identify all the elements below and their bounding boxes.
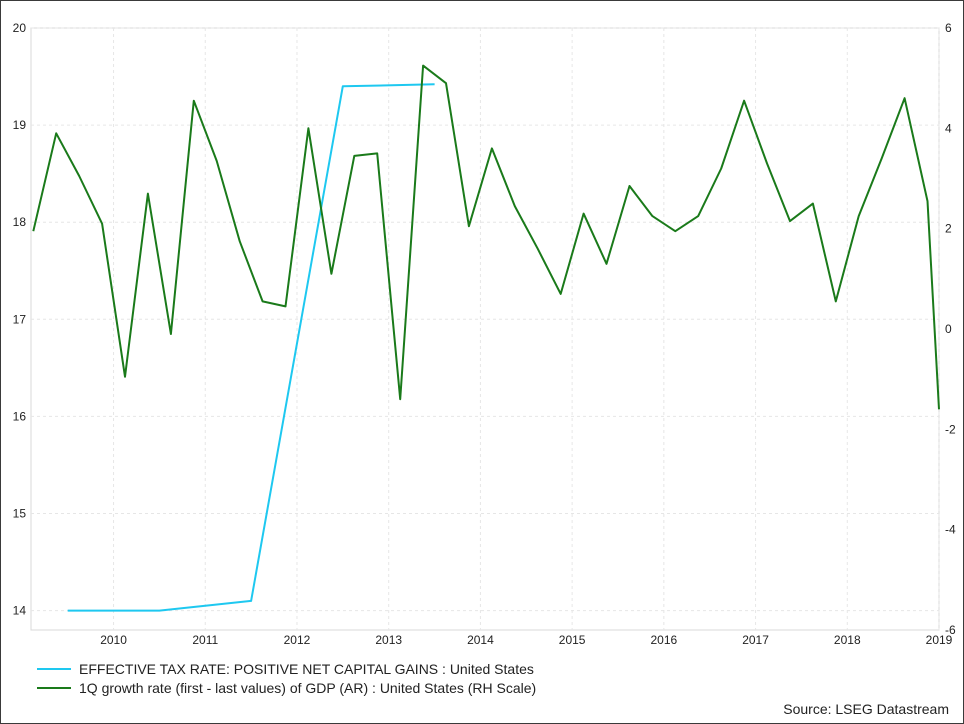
- x-tick-label: 2016: [650, 633, 677, 647]
- legend-item-gdp-growth: 1Q growth rate (first - last values) of …: [37, 678, 536, 697]
- x-tick-label: 2017: [742, 633, 769, 647]
- legend-swatch-gdp-growth: [37, 686, 71, 689]
- y-left-tick-label: 20: [13, 21, 27, 35]
- y-left-tick-label: 14: [13, 604, 27, 618]
- y-left-tick-label: 16: [13, 409, 27, 423]
- y-left-tick-label: 15: [13, 506, 27, 520]
- y-left-tick-label: 19: [13, 118, 27, 132]
- legend-swatch-tax-rate: [37, 667, 71, 670]
- y-left-tick-label: 18: [13, 215, 27, 229]
- source-note: Source: LSEG Datastream: [783, 701, 949, 717]
- y-right-tick-label: 6: [945, 21, 952, 35]
- series-line-tax-rate: [67, 83, 435, 612]
- y-right-tick-label: -2: [945, 422, 956, 436]
- x-tick-label: 2018: [834, 633, 861, 647]
- x-tick-label: 2013: [375, 633, 402, 647]
- x-tick-label: 2019: [926, 633, 953, 647]
- plot-area: [30, 27, 940, 631]
- y-right-tick-label: -6: [945, 623, 956, 637]
- y-right-tick-label: 4: [945, 121, 952, 135]
- x-tick-label: 2014: [467, 633, 494, 647]
- y-right-tick-label: -4: [945, 523, 956, 537]
- x-tick-label: 2010: [100, 633, 127, 647]
- y-right-tick-label: 0: [945, 322, 952, 336]
- legend: EFFECTIVE TAX RATE: POSITIVE NET CAPITAL…: [37, 659, 536, 697]
- y-left-tick-label: 17: [13, 312, 27, 326]
- legend-label-tax-rate: EFFECTIVE TAX RATE: POSITIVE NET CAPITAL…: [79, 660, 534, 677]
- x-tick-label: 2012: [284, 633, 311, 647]
- x-tick-label: 2015: [559, 633, 586, 647]
- y-right-tick-label: 2: [945, 222, 952, 236]
- series-line-gdp-growth: [32, 64, 940, 410]
- x-tick-label: 2011: [192, 633, 218, 647]
- legend-label-gdp-growth: 1Q growth rate (first - last values) of …: [79, 679, 537, 696]
- legend-item-tax-rate: EFFECTIVE TAX RATE: POSITIVE NET CAPITAL…: [37, 659, 536, 678]
